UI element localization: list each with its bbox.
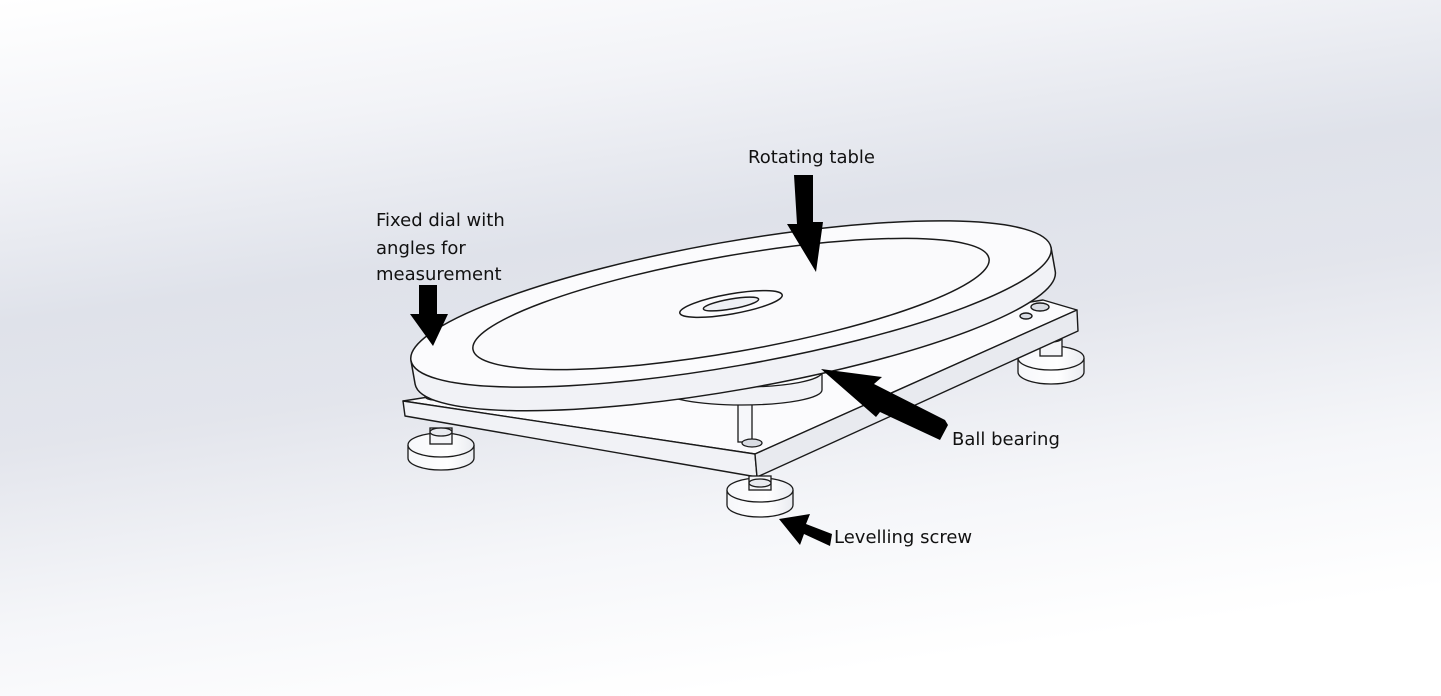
label-ball-bearing: Ball bearing	[952, 429, 1060, 450]
label-levelling-screw: Levelling screw	[834, 527, 972, 548]
arrow-rotating-table	[787, 175, 823, 272]
label-fixed-dial-line-2: angles for	[376, 238, 466, 259]
label-rotating-table: Rotating table	[748, 147, 875, 168]
arrow-ball-bearing	[821, 369, 948, 440]
labels: Rotating table Fixed dial with angles fo…	[376, 147, 1060, 548]
levelling-foot-front	[726, 475, 794, 518]
label-fixed-dial-line-1: Fixed dial with	[376, 210, 505, 231]
levelling-foot-left	[407, 427, 475, 471]
label-fixed-dial-line-3: measurement	[376, 264, 502, 285]
arrows	[410, 175, 948, 546]
rotating-table-disc	[410, 220, 1057, 412]
arrow-fixed-dial	[410, 285, 448, 346]
arrow-levelling-screw	[779, 514, 832, 546]
